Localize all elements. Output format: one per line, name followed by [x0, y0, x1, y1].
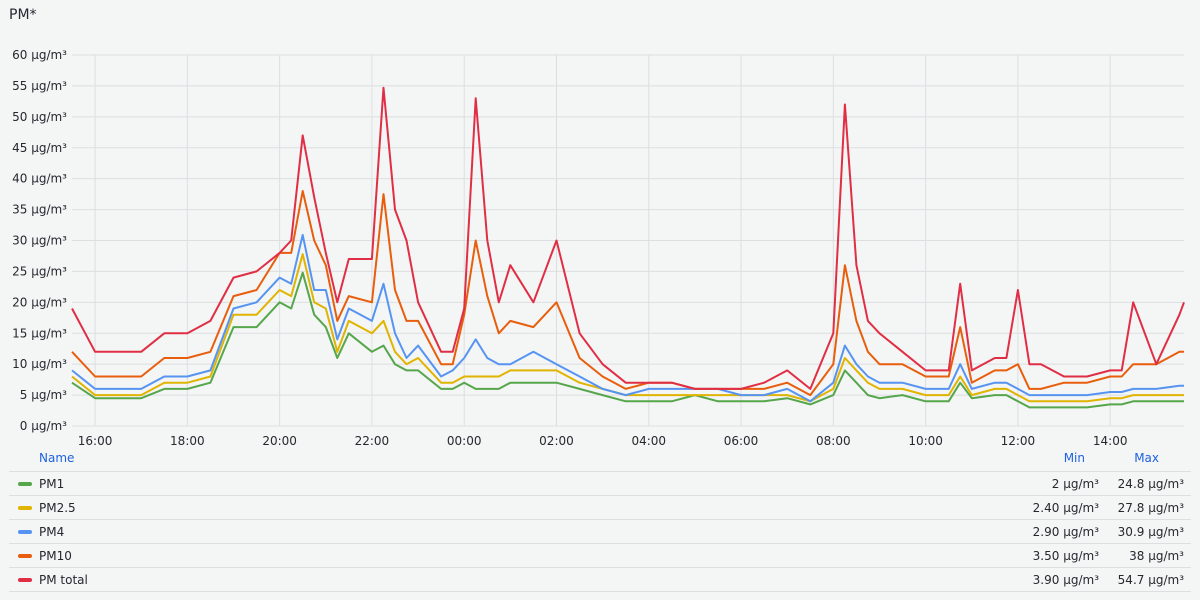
y-tick-label: 35 µg/m³: [12, 203, 67, 217]
y-tick-label: 0 µg/m³: [20, 419, 67, 433]
series-line-pm10[interactable]: [71, 190, 1184, 397]
legend-max-value: 30.9 µg/m³: [1117, 525, 1184, 539]
legend-min-value: 2.90 µg/m³: [1032, 525, 1099, 539]
series-line-pm-total[interactable]: [71, 86, 1185, 390]
y-tick-label: 55 µg/m³: [12, 79, 67, 93]
legend-min-value: 2 µg/m³: [1051, 477, 1099, 491]
y-tick-label: 45 µg/m³: [12, 141, 67, 155]
line-chart[interactable]: 0 µg/m³ 5 µg/m³ 10 µg/m³ 15 µg/m³ 20 µg/m³ 25…: [0, 0, 1200, 450]
legend-swatch: [18, 578, 32, 582]
legend-max-value: 27.8 µg/m³: [1117, 501, 1184, 515]
x-tick-label: 00:00: [447, 434, 482, 448]
y-tick-label: 5 µg/m³: [20, 388, 67, 402]
legend-swatch: [18, 482, 32, 486]
legend-swatch: [18, 554, 32, 558]
x-tick-label: 12:00: [1001, 434, 1036, 448]
legend-max-value: 54.7 µg/m³: [1117, 573, 1184, 587]
y-tick-label: 25 µg/m³: [12, 264, 67, 278]
legend-header-name[interactable]: Name: [39, 451, 75, 465]
legend-header: Name Min Max: [9, 451, 1191, 471]
legend-max-value: 24.8 µg/m³: [1117, 477, 1184, 491]
chart-grid: [72, 54, 1184, 427]
x-tick-label: 14:00: [1093, 434, 1128, 448]
legend-label[interactable]: PM2.5: [39, 501, 76, 515]
legend-header-max[interactable]: Max: [1134, 451, 1159, 465]
series-line-pm4[interactable]: [71, 233, 1184, 403]
legend-label[interactable]: PM total: [39, 573, 88, 587]
y-tick-label: 60 µg/m³: [12, 48, 67, 62]
x-tick-label: 10:00: [908, 434, 943, 448]
y-axis: 0 µg/m³ 5 µg/m³ 10 µg/m³ 15 µg/m³ 20 µg/m³ 25…: [12, 48, 67, 433]
legend-table: Name Min Max PM1 2 µg/m³ 24.8 µg/m³ PM2.…: [9, 451, 1191, 592]
legend-row-pm1[interactable]: PM1 2 µg/m³ 24.8 µg/m³: [9, 471, 1191, 495]
legend-max-value: 38 µg/m³: [1129, 549, 1184, 563]
y-tick-label: 15 µg/m³: [12, 326, 67, 340]
legend-swatch: [18, 506, 32, 510]
y-tick-label: 30 µg/m³: [12, 234, 67, 248]
x-tick-label: 20:00: [262, 434, 297, 448]
legend-row-pm4[interactable]: PM4 2.90 µg/m³ 30.9 µg/m³: [9, 519, 1191, 543]
y-tick-label: 20 µg/m³: [12, 295, 67, 309]
y-tick-label: 40 µg/m³: [12, 172, 67, 186]
legend-swatch: [18, 530, 32, 534]
x-tick-label: 18:00: [170, 434, 205, 448]
y-tick-label: 50 µg/m³: [12, 110, 67, 124]
x-tick-label: 16:00: [78, 434, 113, 448]
legend-row-pm10[interactable]: PM10 3.50 µg/m³ 38 µg/m³: [9, 543, 1191, 567]
x-tick-label: 08:00: [816, 434, 851, 448]
x-tick-label: 02:00: [539, 434, 574, 448]
legend-header-min[interactable]: Min: [1063, 451, 1085, 465]
legend-min-value: 2.40 µg/m³: [1032, 501, 1099, 515]
panel-title: PM*: [9, 7, 37, 23]
x-tick-label: 04:00: [631, 434, 666, 448]
legend-row-pm-total[interactable]: PM total 3.90 µg/m³ 54.7 µg/m³: [9, 567, 1191, 592]
legend-label[interactable]: PM1: [39, 477, 65, 491]
chart-series: [71, 86, 1185, 409]
x-tick-label: 22:00: [355, 434, 390, 448]
legend-min-value: 3.90 µg/m³: [1032, 573, 1099, 587]
y-tick-label: 10 µg/m³: [12, 357, 67, 371]
legend-row-pm2-5[interactable]: PM2.5 2.40 µg/m³ 27.8 µg/m³: [9, 495, 1191, 519]
legend-label[interactable]: PM4: [39, 525, 65, 539]
legend-label[interactable]: PM10: [39, 549, 72, 563]
series-line-pm1[interactable]: [71, 271, 1184, 409]
legend-min-value: 3.50 µg/m³: [1032, 549, 1099, 563]
x-axis: 16:00 18:00 20:00 22:00 00:00 02:00 04:00 06:00…: [78, 434, 1128, 448]
x-tick-label: 06:00: [724, 434, 759, 448]
